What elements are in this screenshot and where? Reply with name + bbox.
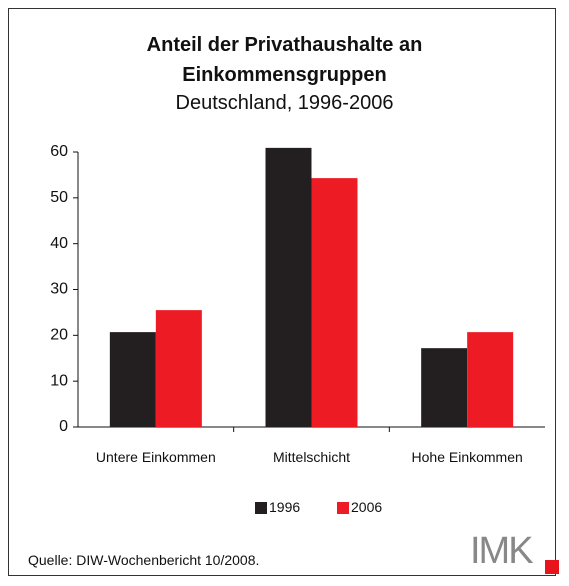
legend-swatch bbox=[337, 502, 349, 514]
bar bbox=[467, 332, 514, 427]
y-tick-label: 40 bbox=[50, 235, 68, 252]
y-tick-label: 0 bbox=[59, 418, 68, 435]
y-tick-label: 60 bbox=[50, 143, 68, 160]
y-tick-label: 20 bbox=[50, 327, 68, 344]
y-tick-label: 10 bbox=[50, 372, 68, 389]
x-tick-label: Hohe Einkommen bbox=[411, 449, 523, 465]
bar bbox=[265, 147, 312, 427]
bar bbox=[109, 332, 156, 427]
bar bbox=[311, 178, 358, 427]
chart-title: Anteil der Privathaushalte an Einkommens… bbox=[146, 34, 423, 86]
bar bbox=[155, 310, 202, 427]
source: Quelle: DIW-Wochenbericht 10/2008. bbox=[28, 552, 260, 568]
y-tick-label: 30 bbox=[50, 281, 68, 298]
bar bbox=[421, 348, 468, 427]
chart-subtitle: Deutschland, 1996-2006 bbox=[175, 92, 394, 114]
frame bbox=[8, 8, 556, 576]
logo: IMK bbox=[470, 530, 534, 572]
legend-label: 2006 bbox=[351, 499, 383, 515]
logo-mark bbox=[545, 560, 559, 574]
legend-label: 1996 bbox=[269, 499, 301, 515]
x-tick-label: Untere Einkommen bbox=[95, 449, 216, 465]
x-tick-label: Mittelschicht bbox=[272, 449, 351, 465]
legend-swatch bbox=[255, 502, 267, 514]
y-tick-label: 50 bbox=[50, 189, 68, 206]
